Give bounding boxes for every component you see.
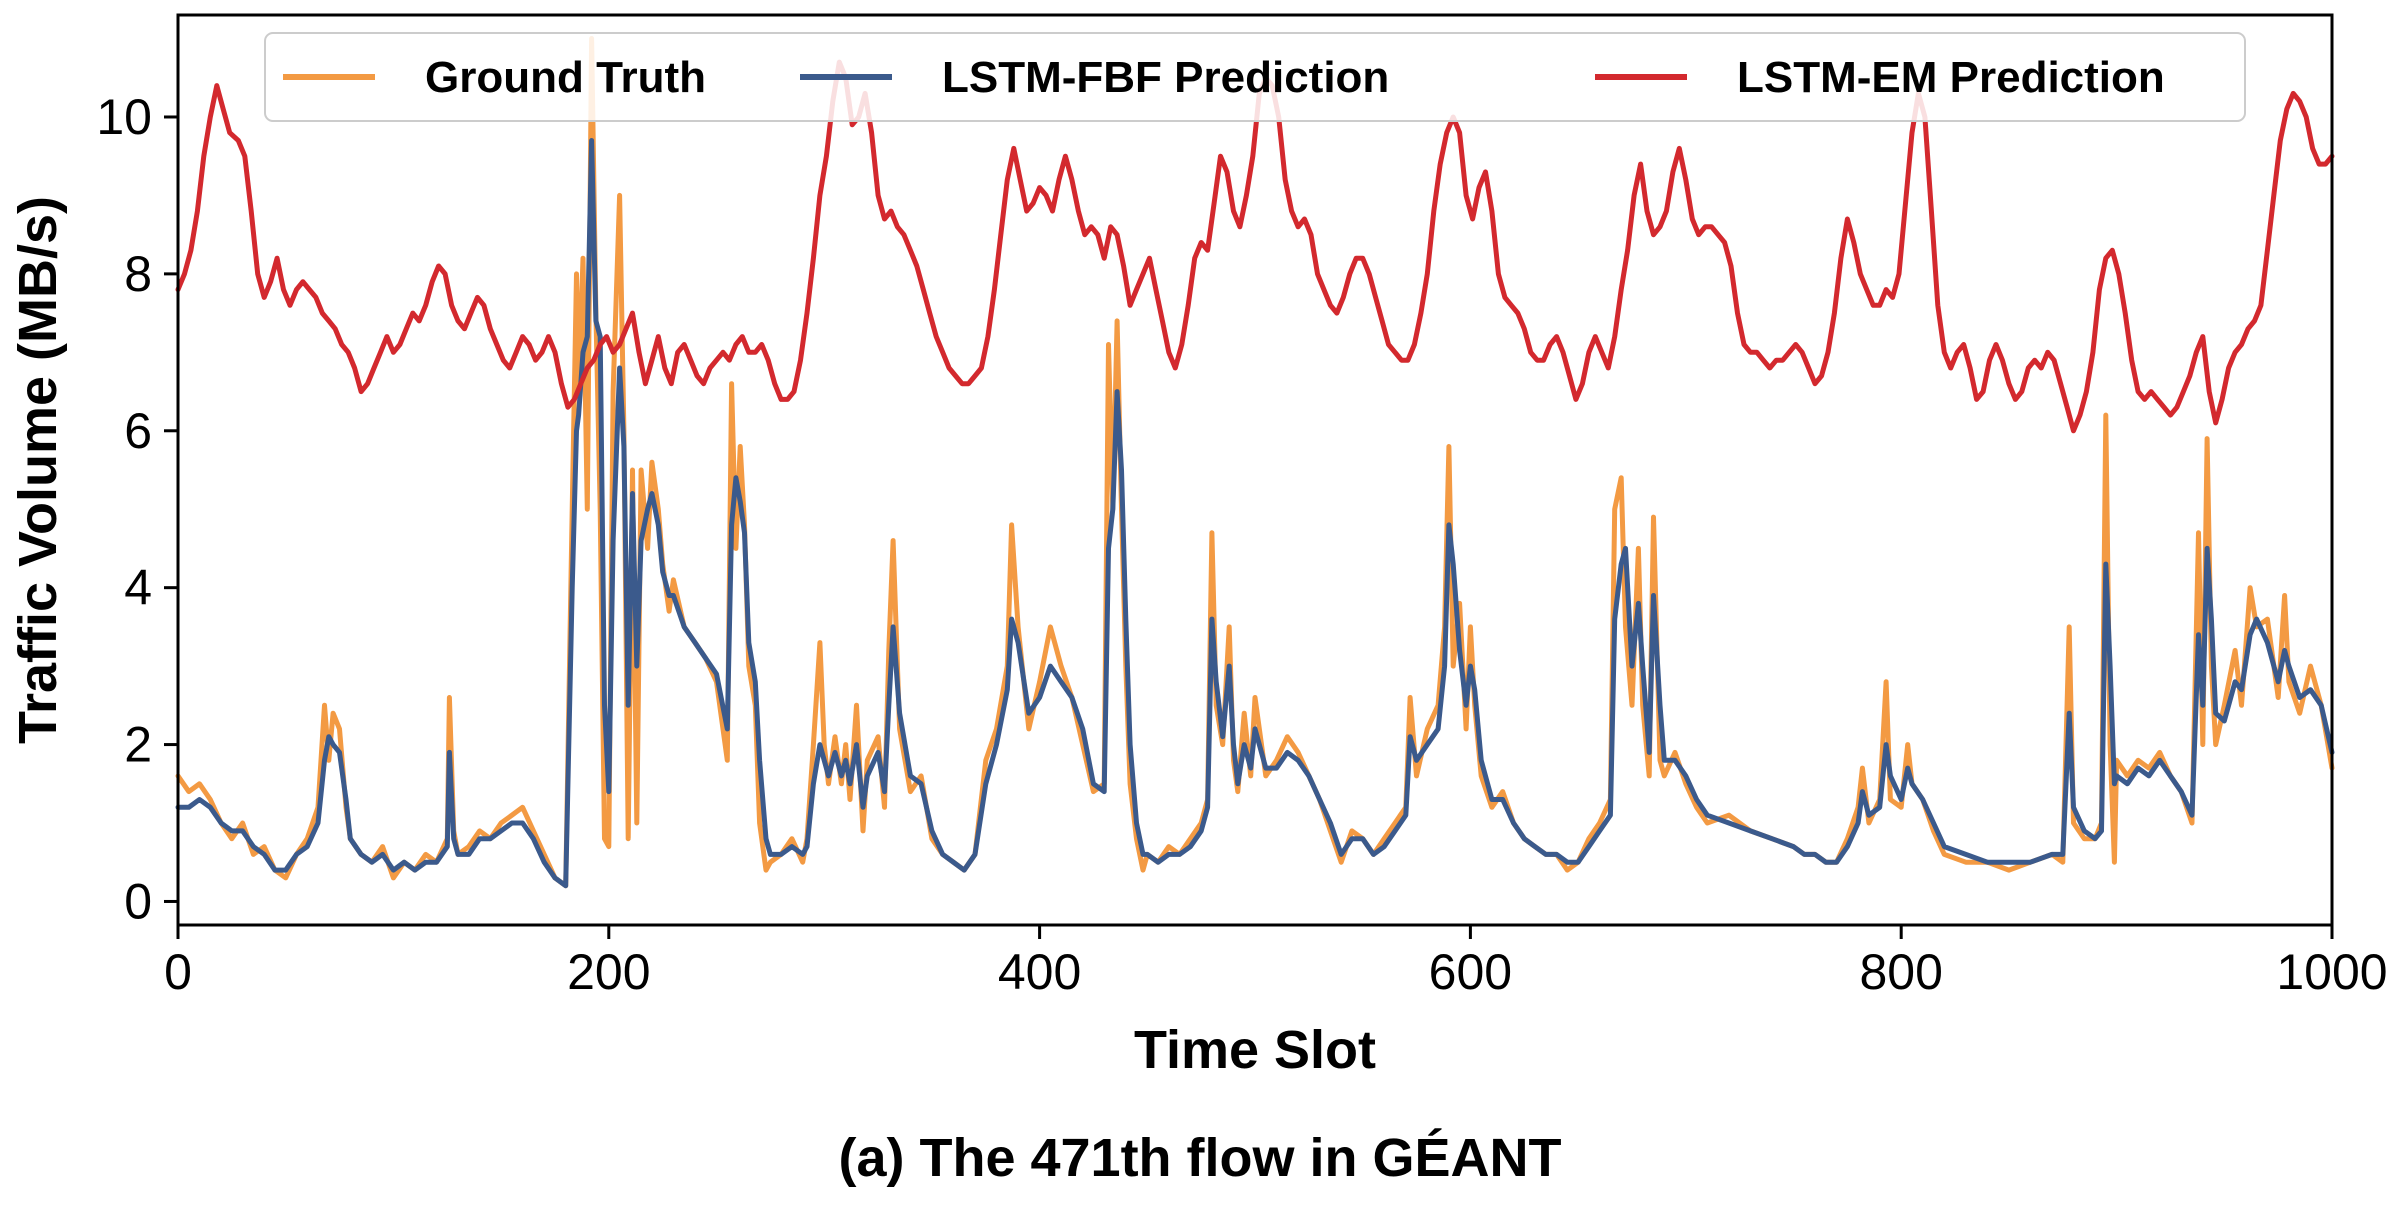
x-tick-label: 1000 xyxy=(2276,944,2387,1000)
series-line-3 xyxy=(175,59,2335,434)
legend-box xyxy=(264,32,2246,122)
y-tick-label: 4 xyxy=(124,560,152,616)
x-tick-label: 600 xyxy=(1429,944,1512,1000)
x-tick-label: 800 xyxy=(1859,944,1942,1000)
legend-label-1: Ground Truth xyxy=(425,53,706,102)
series-layer xyxy=(175,36,2335,889)
y-tick-label: 6 xyxy=(124,403,152,459)
y-axis-title: Traffic Volume (MB/s) xyxy=(8,196,68,744)
y-tick-label: 0 xyxy=(124,873,152,929)
y-axis: 0 2 4 6 8 10 xyxy=(96,89,178,929)
legend-items: Ground Truth LSTM-FBF Prediction LSTM-EM P… xyxy=(283,53,2165,102)
x-axis: 0 200 400 600 800 1000 xyxy=(164,925,2388,1000)
x-tick-label: 200 xyxy=(567,944,650,1000)
figure-caption: (a) The 471th flow in GÉANT xyxy=(838,1128,1561,1188)
x-tick-label: 0 xyxy=(164,944,192,1000)
series-line-1 xyxy=(175,36,2335,889)
legend-label-2: LSTM-FBF Prediction xyxy=(942,53,1389,102)
y-tick-label: 2 xyxy=(124,717,152,773)
x-axis-title: Time Slot xyxy=(1134,1020,1376,1080)
x-tick-label: 400 xyxy=(998,944,1081,1000)
legend: Ground Truth LSTM-FBF Prediction LSTM-EM P… xyxy=(264,32,2246,122)
series-line-2 xyxy=(175,138,2335,889)
plot-frame xyxy=(176,13,2334,927)
y-tick-label: 8 xyxy=(124,246,152,302)
y-tick-label: 10 xyxy=(96,89,152,145)
legend-label-3: LSTM-EM Prediction xyxy=(1737,53,2165,102)
